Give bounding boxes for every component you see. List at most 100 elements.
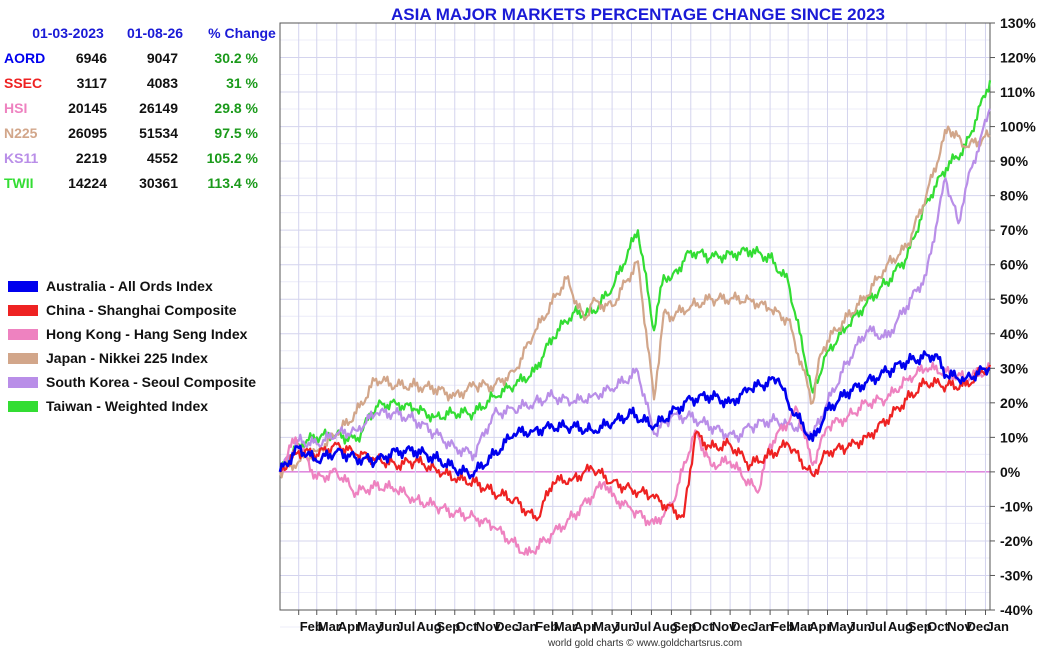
x-tick-label: Jan [751,619,773,634]
y-tick-label: 80% [1000,188,1029,204]
table-row-code: N225 [4,125,38,141]
x-tick-label: Mar [789,619,812,634]
table-row-start: 26095 [68,125,107,141]
y-axis: 130% 120% 110% 100% 90% 80% 70% 60% 50% 40% 30% 20%… [990,15,1036,618]
x-tick-label: May [357,619,383,634]
legend-swatch [8,329,38,340]
x-tick-label: Mar [318,619,341,634]
x-tick-label: Jun [377,619,400,634]
table-header: 01-08-26 [127,25,183,41]
series-line-hong-kong-hang-seng-index [278,361,992,556]
plot-area-frame [279,22,991,611]
x-tick-label: May [593,619,619,634]
y-tick-label: 70% [1000,222,1029,238]
x-tick-label: Mar [554,619,577,634]
y-tick-label: 10% [1000,429,1029,445]
table-row-code: HSI [4,100,27,116]
x-tick-label: Sep [672,619,696,634]
y-tick-label: 110% [1000,84,1036,100]
series-line-japan-nikkei-225-index [278,125,991,479]
table-row-end: 9047 [147,50,178,66]
legend-label: Hong Kong - Hang Seng Index [46,326,248,342]
legend-swatch [8,401,38,412]
table-row-end: 4552 [147,150,178,166]
table-header: 01-03-2023 [32,25,104,41]
y-tick-label: -30% [1000,567,1033,583]
x-tick-label: Sep [908,619,932,634]
table-row-start: 3117 [77,75,108,91]
legend-label: Taiwan - Weighted Index [46,398,208,414]
table-row-start: 6946 [76,50,107,66]
x-tick-label: Nov [947,619,972,634]
x-tick-label: Oct [927,619,949,634]
series-lines [278,80,992,556]
y-tick-label: 90% [1000,153,1029,169]
table-row-end: 26149 [139,100,178,116]
table-row-end: 4083 [147,75,178,91]
x-tick-label: Feb [535,619,558,634]
x-tick-label: Nov [476,619,501,634]
table-row-change: 113.4 % [207,175,258,191]
y-tick-label: 60% [1000,257,1029,273]
table-row-code: TWII [4,175,34,191]
y-tick-label: 20% [1000,395,1029,411]
y-tick-label: -20% [1000,533,1033,549]
legend-swatch [8,353,38,364]
x-tick-label: Dec [495,619,519,634]
x-tick-label: Aug [652,619,677,634]
y-tick-label: -40% [1000,602,1033,618]
table-row-change: 31 % [226,75,258,91]
table-row-start: 14224 [68,175,107,191]
x-tick-label: Nov [712,619,737,634]
y-tick-label: 100% [1000,119,1036,135]
x-tick-label: Jul [868,619,887,634]
change-table: 01-03-2023 01-08-26 % Change AORD 6946 9047 30… [4,25,276,191]
table-row-code: AORD [4,50,45,66]
legend-label: Australia - All Ords Index [46,278,213,294]
table-row-change: 29.8 % [214,100,258,116]
table-row-end: 51534 [139,125,178,141]
x-tick-label: Jun [848,619,871,634]
table-row-start: 20145 [68,100,107,116]
y-tick-label: 50% [1000,291,1029,307]
table-row-change: 97.5 % [214,125,258,141]
x-tick-label: Dec [966,619,990,634]
legend-swatch [8,377,38,388]
x-tick-label: Aug [416,619,441,634]
legend-label: South Korea - Seoul Composite [46,374,256,390]
x-tick-label: Jul [396,619,415,634]
x-tick-label: May [828,619,854,634]
x-tick-label: Feb [771,619,794,634]
legend-swatch [8,305,38,316]
x-tick-label: Jul [632,619,651,634]
legend-label: Japan - Nikkei 225 Index [46,350,208,366]
table-row-end: 30361 [139,175,178,191]
legend-label: China - Shanghai Composite [46,302,237,318]
x-tick-label: Jan [986,619,1008,634]
table-row-start: 2219 [76,150,107,166]
y-tick-label: 120% [1000,50,1036,66]
table-row-change: 105.2 % [207,150,259,166]
legend-swatch [8,281,38,292]
chart-title: ASIA MAJOR MARKETS PERCENTAGE CHANGE SIN… [391,5,885,24]
x-tick-label: Oct [456,619,478,634]
table-row-code: SSEC [4,75,42,91]
y-tick-label: 40% [1000,326,1029,342]
x-tick-label: Apr [809,619,831,634]
series-line-south-korea-seoul-composite [278,108,992,473]
series-line-taiwan-weighted-index [279,80,992,473]
x-tick-label: Aug [888,619,913,634]
x-tick-label: Feb [300,619,323,634]
x-tick-label: Jun [613,619,636,634]
x-tick-label: Dec [731,619,755,634]
x-tick-label: Sep [436,619,460,634]
x-tick-label: Oct [692,619,714,634]
table-header: % Change [208,25,276,41]
x-tick-label: Apr [338,619,360,634]
x-tick-label: Apr [574,619,596,634]
credit-text: world gold charts © www.goldchartsrus.co… [547,638,742,649]
plot-grid [280,22,990,628]
legend: Australia - All Ords Index China - Shangh… [8,278,256,414]
